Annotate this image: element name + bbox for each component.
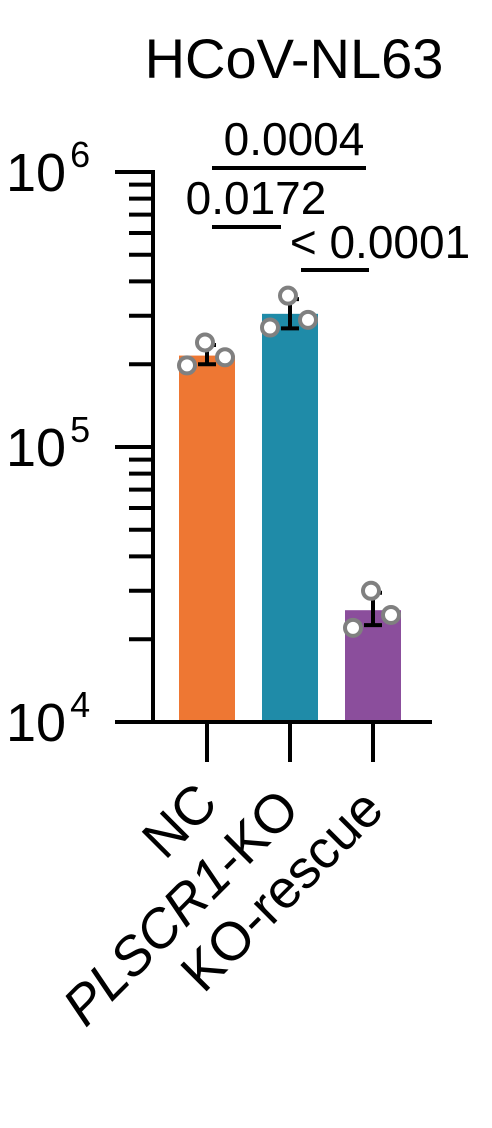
bars-layer [177,285,401,720]
data-point [278,285,298,306]
y-tick-label: 10 6 [6,134,90,203]
data-point [381,604,401,625]
y-tick-label: 10 4 [6,684,90,753]
data-point [260,317,280,338]
y-tick-label: 10 5 [6,409,90,478]
significance-label: < 0.0001 [290,216,470,268]
bar [179,355,235,720]
data-point [343,617,363,638]
data-point [215,347,235,368]
significance-label: 0.0172 [186,172,327,224]
bar [262,313,318,720]
significance-label: 0.0004 [224,113,365,165]
data-point [195,332,215,353]
significance-layer: 0.0004 0.0172< 0.0001 [186,113,470,272]
data-point [361,580,381,601]
chart-title: HCoV-NL63 [145,27,444,90]
data-point [298,309,318,330]
data-point [177,355,197,376]
